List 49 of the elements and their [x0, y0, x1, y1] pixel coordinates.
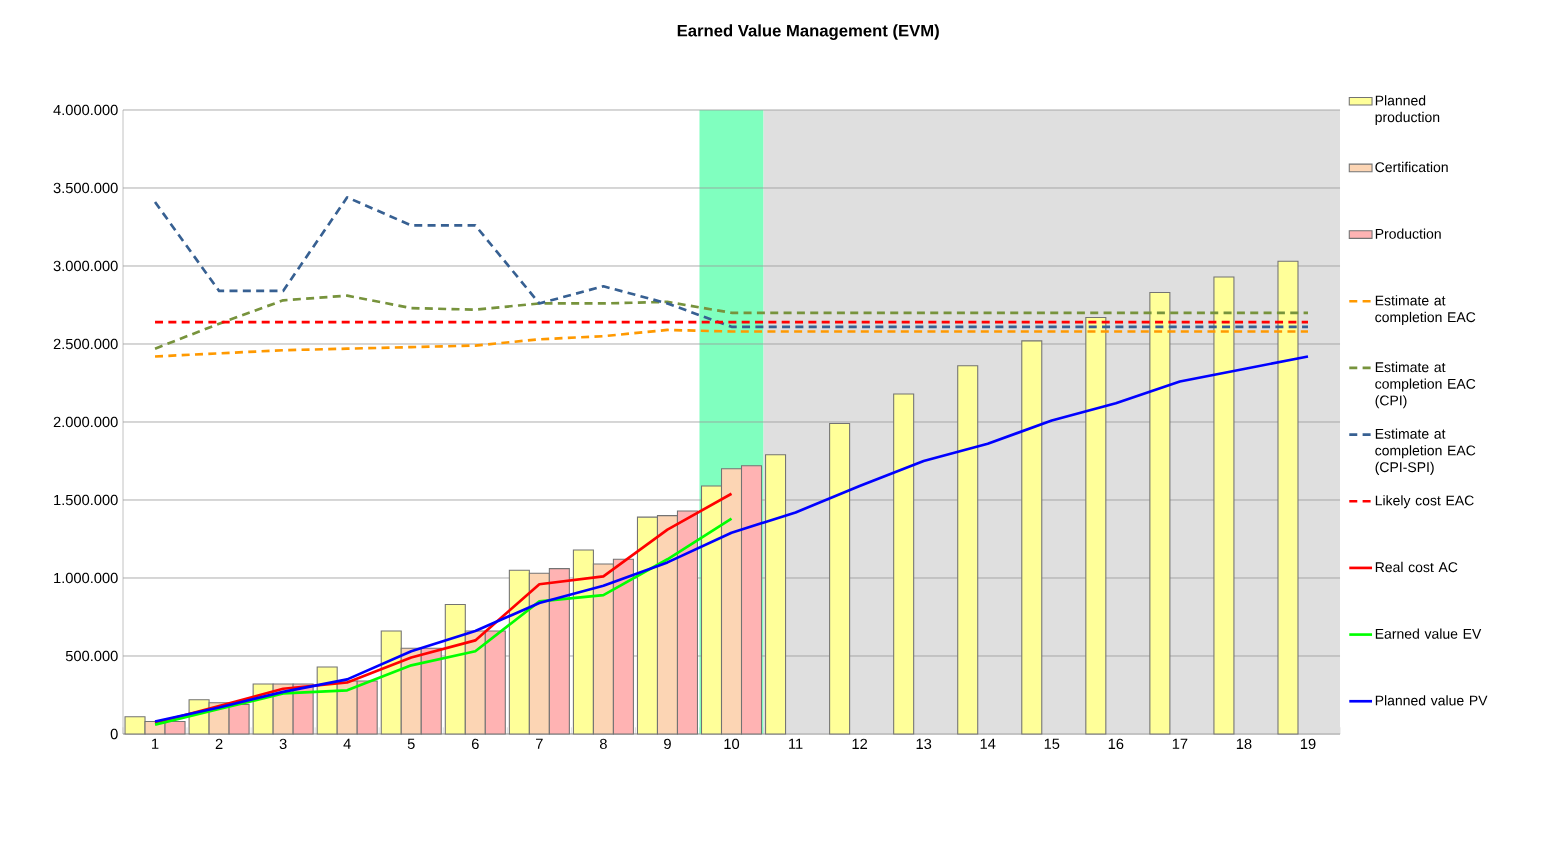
x-tick-label: 2 — [215, 738, 223, 749]
x-tick-label: 13 — [916, 738, 932, 750]
bar — [1149, 291, 1171, 735]
bar — [893, 393, 915, 735]
line-series — [153, 355, 1310, 723]
x-tick-label: 6 — [471, 738, 479, 750]
x-tick-label: 16 — [1108, 738, 1124, 750]
legend-label: Likely cost EAC — [1375, 495, 1474, 509]
x-tick-label: 17 — [1172, 738, 1188, 749]
y-tick-label: 500.000 — [65, 650, 118, 662]
y-tick-label: 4.000.000 — [53, 104, 118, 116]
y-tick-label: 1.000.000 — [54, 572, 118, 584]
legend-label: Estimate at completion EAC — [1375, 295, 1476, 325]
x-tick-label: 4 — [343, 738, 351, 749]
legend-label: Estimate at completion EAC (CPI-SPI) — [1375, 428, 1476, 475]
bar — [1085, 316, 1107, 735]
y-tick-label: 2.500.000 — [53, 338, 118, 350]
bar — [1021, 340, 1043, 735]
x-tick-label: 7 — [536, 738, 543, 749]
x-tick-label: 14 — [980, 738, 996, 749]
legend-label: Production — [1375, 228, 1441, 239]
x-tick-label: 15 — [1044, 738, 1060, 749]
bar — [1277, 260, 1299, 735]
y-tick-label: 0 — [110, 728, 118, 740]
chart-title: Earned Value Management (EVM) — [677, 24, 939, 40]
legend-label: Estimate at completion EAC (CPI) — [1375, 361, 1476, 409]
bar — [765, 454, 787, 735]
x-tick-label: 9 — [664, 738, 671, 750]
x-tick-label: 12 — [852, 738, 868, 749]
legend-label: Earned value EV — [1375, 628, 1482, 639]
x-tick-label: 18 — [1236, 738, 1252, 750]
x-tick-label: 3 — [279, 738, 287, 750]
x-tick-label: 10 — [724, 738, 740, 750]
y-tick-label: 1.500.000 — [54, 494, 118, 506]
bar — [829, 423, 851, 735]
legend-label: Real cost AC — [1375, 561, 1458, 573]
y-tick-label: 3.500.000 — [53, 182, 118, 194]
bar — [1213, 276, 1235, 735]
legend-label: Certification — [1375, 161, 1448, 173]
y-tick-label: 2.000.000 — [53, 416, 118, 428]
x-tick-label: 19 — [1300, 738, 1316, 750]
x-tick-label: 1 — [152, 738, 159, 749]
y-tick-label: 3.000.000 — [53, 260, 118, 272]
legend-label: Planned production — [1375, 95, 1440, 125]
legend-label: Planned value PV — [1375, 695, 1488, 706]
bar — [957, 365, 979, 735]
x-tick-label: 11 — [789, 738, 803, 749]
x-tick-label: 8 — [599, 738, 607, 750]
x-tick-label: 5 — [407, 738, 415, 749]
